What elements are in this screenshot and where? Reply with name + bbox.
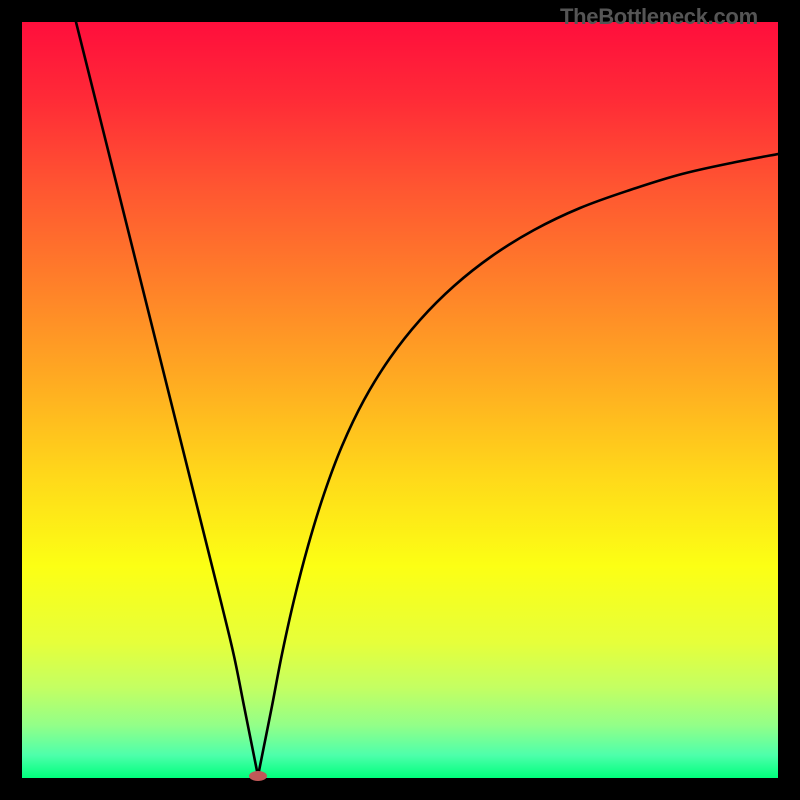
- bottleneck-curve: [22, 22, 778, 778]
- plot-area: [22, 22, 778, 778]
- curve-left: [76, 22, 258, 776]
- curve-right: [258, 154, 778, 776]
- dip-marker: [249, 771, 267, 781]
- watermark-text: TheBottleneck.com: [560, 4, 758, 30]
- outer-frame: TheBottleneck.com: [0, 0, 800, 800]
